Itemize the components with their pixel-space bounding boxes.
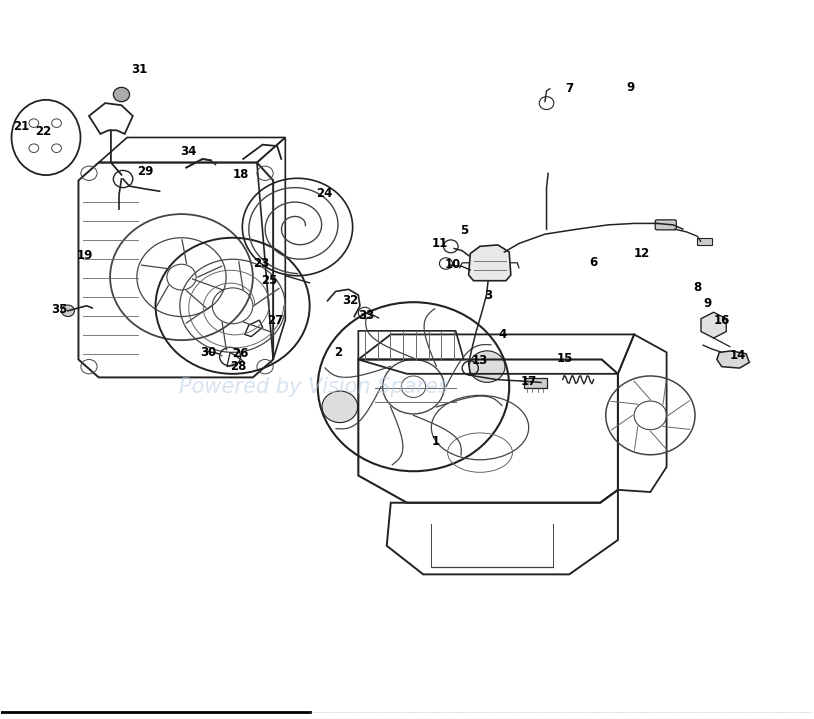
Text: 6: 6 <box>589 256 597 270</box>
Text: 30: 30 <box>200 346 217 359</box>
Circle shape <box>469 351 505 383</box>
Text: 17: 17 <box>521 375 536 388</box>
Circle shape <box>113 87 129 101</box>
Text: 31: 31 <box>131 63 147 76</box>
Text: 14: 14 <box>730 349 746 362</box>
Text: 1: 1 <box>431 436 440 449</box>
Text: 11: 11 <box>431 237 448 250</box>
FancyBboxPatch shape <box>698 238 712 245</box>
Polygon shape <box>717 351 750 368</box>
Circle shape <box>322 391 357 423</box>
Text: Powered by Vision Spares: Powered by Vision Spares <box>179 377 449 397</box>
Text: 7: 7 <box>565 82 573 96</box>
Text: 35: 35 <box>51 303 68 316</box>
Text: 8: 8 <box>694 281 702 294</box>
Text: 10: 10 <box>444 258 461 272</box>
Circle shape <box>61 305 74 316</box>
Text: 19: 19 <box>77 249 93 262</box>
Text: 28: 28 <box>230 360 247 373</box>
Text: 9: 9 <box>626 81 634 94</box>
Text: 23: 23 <box>253 257 269 270</box>
Text: 29: 29 <box>138 165 154 178</box>
Text: 22: 22 <box>36 125 52 138</box>
Polygon shape <box>469 245 511 280</box>
Text: 25: 25 <box>261 274 278 287</box>
Text: 2: 2 <box>334 346 342 359</box>
Text: 27: 27 <box>268 313 284 326</box>
Text: 16: 16 <box>714 314 730 327</box>
FancyBboxPatch shape <box>524 378 546 388</box>
Polygon shape <box>701 312 726 338</box>
Text: 12: 12 <box>634 247 650 260</box>
Text: 21: 21 <box>14 120 30 133</box>
FancyBboxPatch shape <box>655 220 676 230</box>
Text: 18: 18 <box>233 168 249 181</box>
Text: 4: 4 <box>499 328 507 341</box>
Text: 13: 13 <box>472 354 488 367</box>
Text: 26: 26 <box>233 347 249 360</box>
Text: 15: 15 <box>557 352 573 365</box>
Text: 5: 5 <box>460 224 468 237</box>
Text: 34: 34 <box>180 145 196 158</box>
Text: 32: 32 <box>342 294 358 307</box>
Text: 24: 24 <box>316 187 332 200</box>
Text: 33: 33 <box>358 308 374 321</box>
Text: 9: 9 <box>703 297 711 310</box>
Text: 3: 3 <box>484 288 492 301</box>
